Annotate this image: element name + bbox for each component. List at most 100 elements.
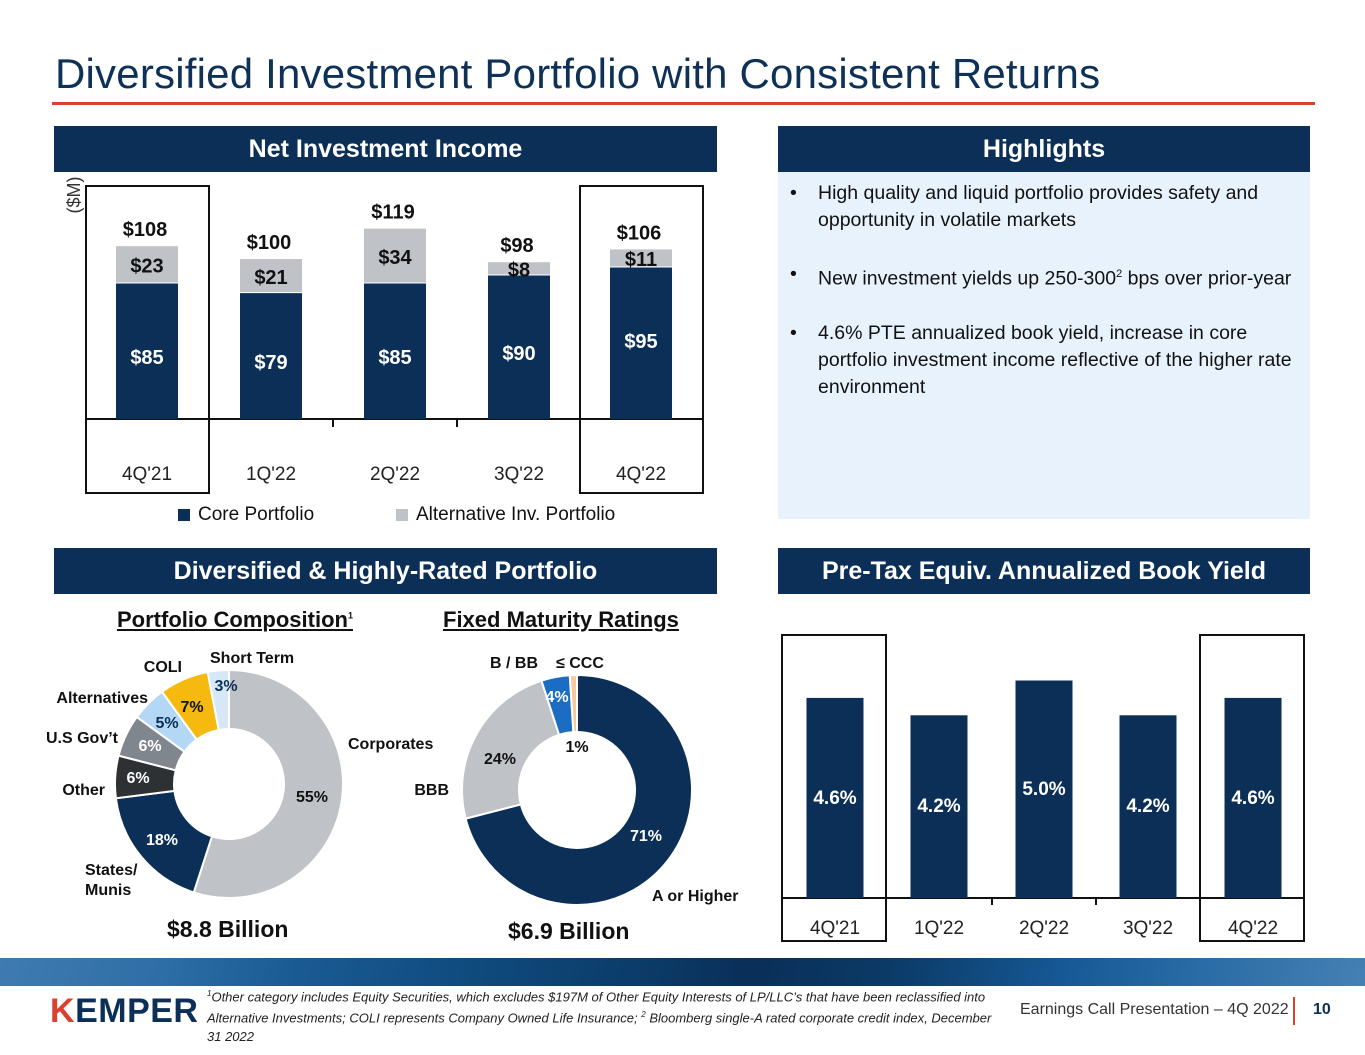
highlight-text: High quality and liquid portfolio provid…	[818, 182, 1259, 231]
x-tick-label: 2Q'22	[1019, 918, 1069, 939]
highlight-item: • New investment yields up 250-3002 bps …	[790, 261, 1305, 293]
data-label: 4.6%	[813, 788, 856, 809]
data-label-total: $108	[123, 219, 168, 241]
bar-alternative	[240, 259, 302, 293]
bar-core	[240, 292, 302, 419]
bar	[806, 697, 864, 898]
footnote: 1Other category includes Equity Securiti…	[207, 985, 997, 1046]
presentation-label: Earnings Call Presentation – 4Q 2022	[1020, 1001, 1289, 1018]
logo-text: EMPER	[75, 992, 199, 1030]
data-label-alternative: $23	[130, 256, 163, 278]
fixed-maturity-donut: A or Higher 71% BBB 24% B / BB 4% ≤ CCC 1%	[414, 655, 739, 906]
legend-label-alternative: Alternative Inv. Portfolio	[416, 504, 616, 525]
bar-alternative	[116, 246, 178, 283]
footnote-ref: 1	[207, 989, 212, 998]
slice-label: Munis	[85, 882, 131, 899]
section-header-highlights: Highlights	[778, 126, 1310, 172]
slice-label: B / BB	[490, 655, 538, 672]
slice-value-label: 1%	[565, 739, 588, 756]
x-tick-label: 2Q'22	[370, 464, 420, 485]
data-label-core: $85	[130, 347, 163, 369]
highlight-item: • High quality and liquid portfolio prov…	[790, 180, 1305, 234]
bar-alternative	[610, 249, 672, 267]
footnote-text-cont: Bloomberg single-A rated corporate credi…	[207, 1010, 992, 1044]
slice-value-label: 5%	[155, 715, 178, 732]
slice-value-label: 24%	[484, 751, 516, 768]
bar	[910, 715, 968, 898]
highlight-box	[781, 634, 887, 942]
data-label-total: $98	[500, 235, 533, 257]
data-label-core: $95	[624, 331, 657, 353]
data-label: 4.6%	[1231, 788, 1274, 809]
slice-label: Corporates	[348, 736, 433, 753]
slice-label: Other	[62, 782, 105, 799]
data-label-total: $106	[617, 222, 662, 244]
slice-value-label: 55%	[296, 789, 328, 806]
page-number: 10	[1313, 1001, 1331, 1018]
bullet-icon: •	[790, 263, 797, 285]
bullet-icon: •	[790, 321, 797, 344]
portfolio-composition-donut: Corporates 55% States/Munis 18% Other 6% U.S G…	[46, 650, 433, 899]
legend-swatch-core	[178, 509, 190, 521]
data-label-alternative: $11	[625, 249, 657, 271]
fixed-maturity-title: Fixed Maturity Ratings	[443, 607, 679, 632]
page-title: Diversified Investment Portfolio with Co…	[55, 50, 1101, 97]
nii-chart: ($M) $85 $23 $108 4Q'21 $79 $21 $100 1Q'22 $85 $34…	[64, 177, 704, 494]
data-label-total: $119	[371, 202, 414, 224]
data-label-core: $85	[378, 347, 411, 369]
data-label-alternative: $8	[508, 260, 530, 282]
portfolio-composition-title: Portfolio Composition1	[117, 607, 353, 633]
donut-slice	[461, 679, 561, 820]
highlight-box	[1199, 634, 1305, 942]
slice-value-label: 7%	[180, 699, 203, 716]
x-tick-label: 1Q'22	[246, 464, 296, 485]
bar	[1224, 697, 1282, 898]
legend-item-core: Core Portfolio	[178, 504, 314, 526]
footer-band	[0, 958, 1365, 986]
slice-label: A or Higher	[652, 888, 739, 905]
footnote-ref: 2	[641, 1010, 646, 1020]
highlight-box	[85, 185, 210, 494]
data-label: 5.0%	[1022, 779, 1065, 800]
x-tick-label: 4Q'21	[122, 464, 172, 485]
section-header-nii: Net Investment Income	[54, 126, 717, 172]
data-label: 4.2%	[917, 796, 960, 817]
data-label-total: $100	[247, 232, 292, 254]
footnote-ref: 1	[347, 610, 353, 621]
x-tick-label: 4Q'21	[810, 918, 860, 939]
highlights-panel: • High quality and liquid portfolio prov…	[778, 172, 1310, 519]
x-tick-label: 1Q'22	[914, 918, 964, 939]
highlights-list: • High quality and liquid portfolio prov…	[790, 180, 1305, 428]
slice-label: U.S Gov’t	[46, 730, 119, 747]
x-tick-label: 4Q'22	[616, 464, 666, 485]
bar	[1119, 715, 1177, 898]
slice-value-label: 71%	[630, 828, 662, 845]
data-label: 4.2%	[1126, 796, 1169, 817]
slice-label: Short Term	[210, 650, 294, 667]
data-label-core: $90	[502, 343, 535, 365]
x-tick-label: 4Q'22	[1228, 918, 1278, 939]
donut-slice	[192, 668, 344, 899]
y-axis-label: ($M)	[64, 177, 84, 214]
slice-label: BBB	[414, 782, 449, 799]
legend-item-alternative: Alternative Inv. Portfolio	[396, 504, 615, 526]
donut-slice	[206, 668, 230, 732]
section-header-yield: Pre-Tax Equiv. Annualized Book Yield	[778, 548, 1310, 594]
x-tick-label: 3Q'22	[1123, 918, 1173, 939]
x-tick-label: 3Q'22	[494, 464, 544, 485]
footnote-ref: 2	[1116, 268, 1123, 280]
portfolio-composition-title-text: Portfolio Composition	[117, 607, 348, 632]
bar-alternative	[488, 262, 550, 275]
highlight-text-cont: bps over prior-year	[1122, 267, 1292, 290]
slice-label: States/	[85, 862, 138, 879]
portfolio-total: $8.8 Billion	[167, 916, 289, 942]
bar	[1015, 680, 1073, 898]
bar-core	[364, 283, 426, 419]
bar-core	[116, 283, 178, 419]
highlight-item: • 4.6% PTE annualized book yield, increa…	[790, 320, 1305, 401]
donut-slice	[464, 673, 693, 906]
slice-value-label: 18%	[146, 832, 178, 849]
legend-label-core: Core Portfolio	[198, 504, 315, 525]
data-label-alternative: $21	[254, 267, 287, 289]
slice-value-label: 6%	[138, 738, 161, 755]
